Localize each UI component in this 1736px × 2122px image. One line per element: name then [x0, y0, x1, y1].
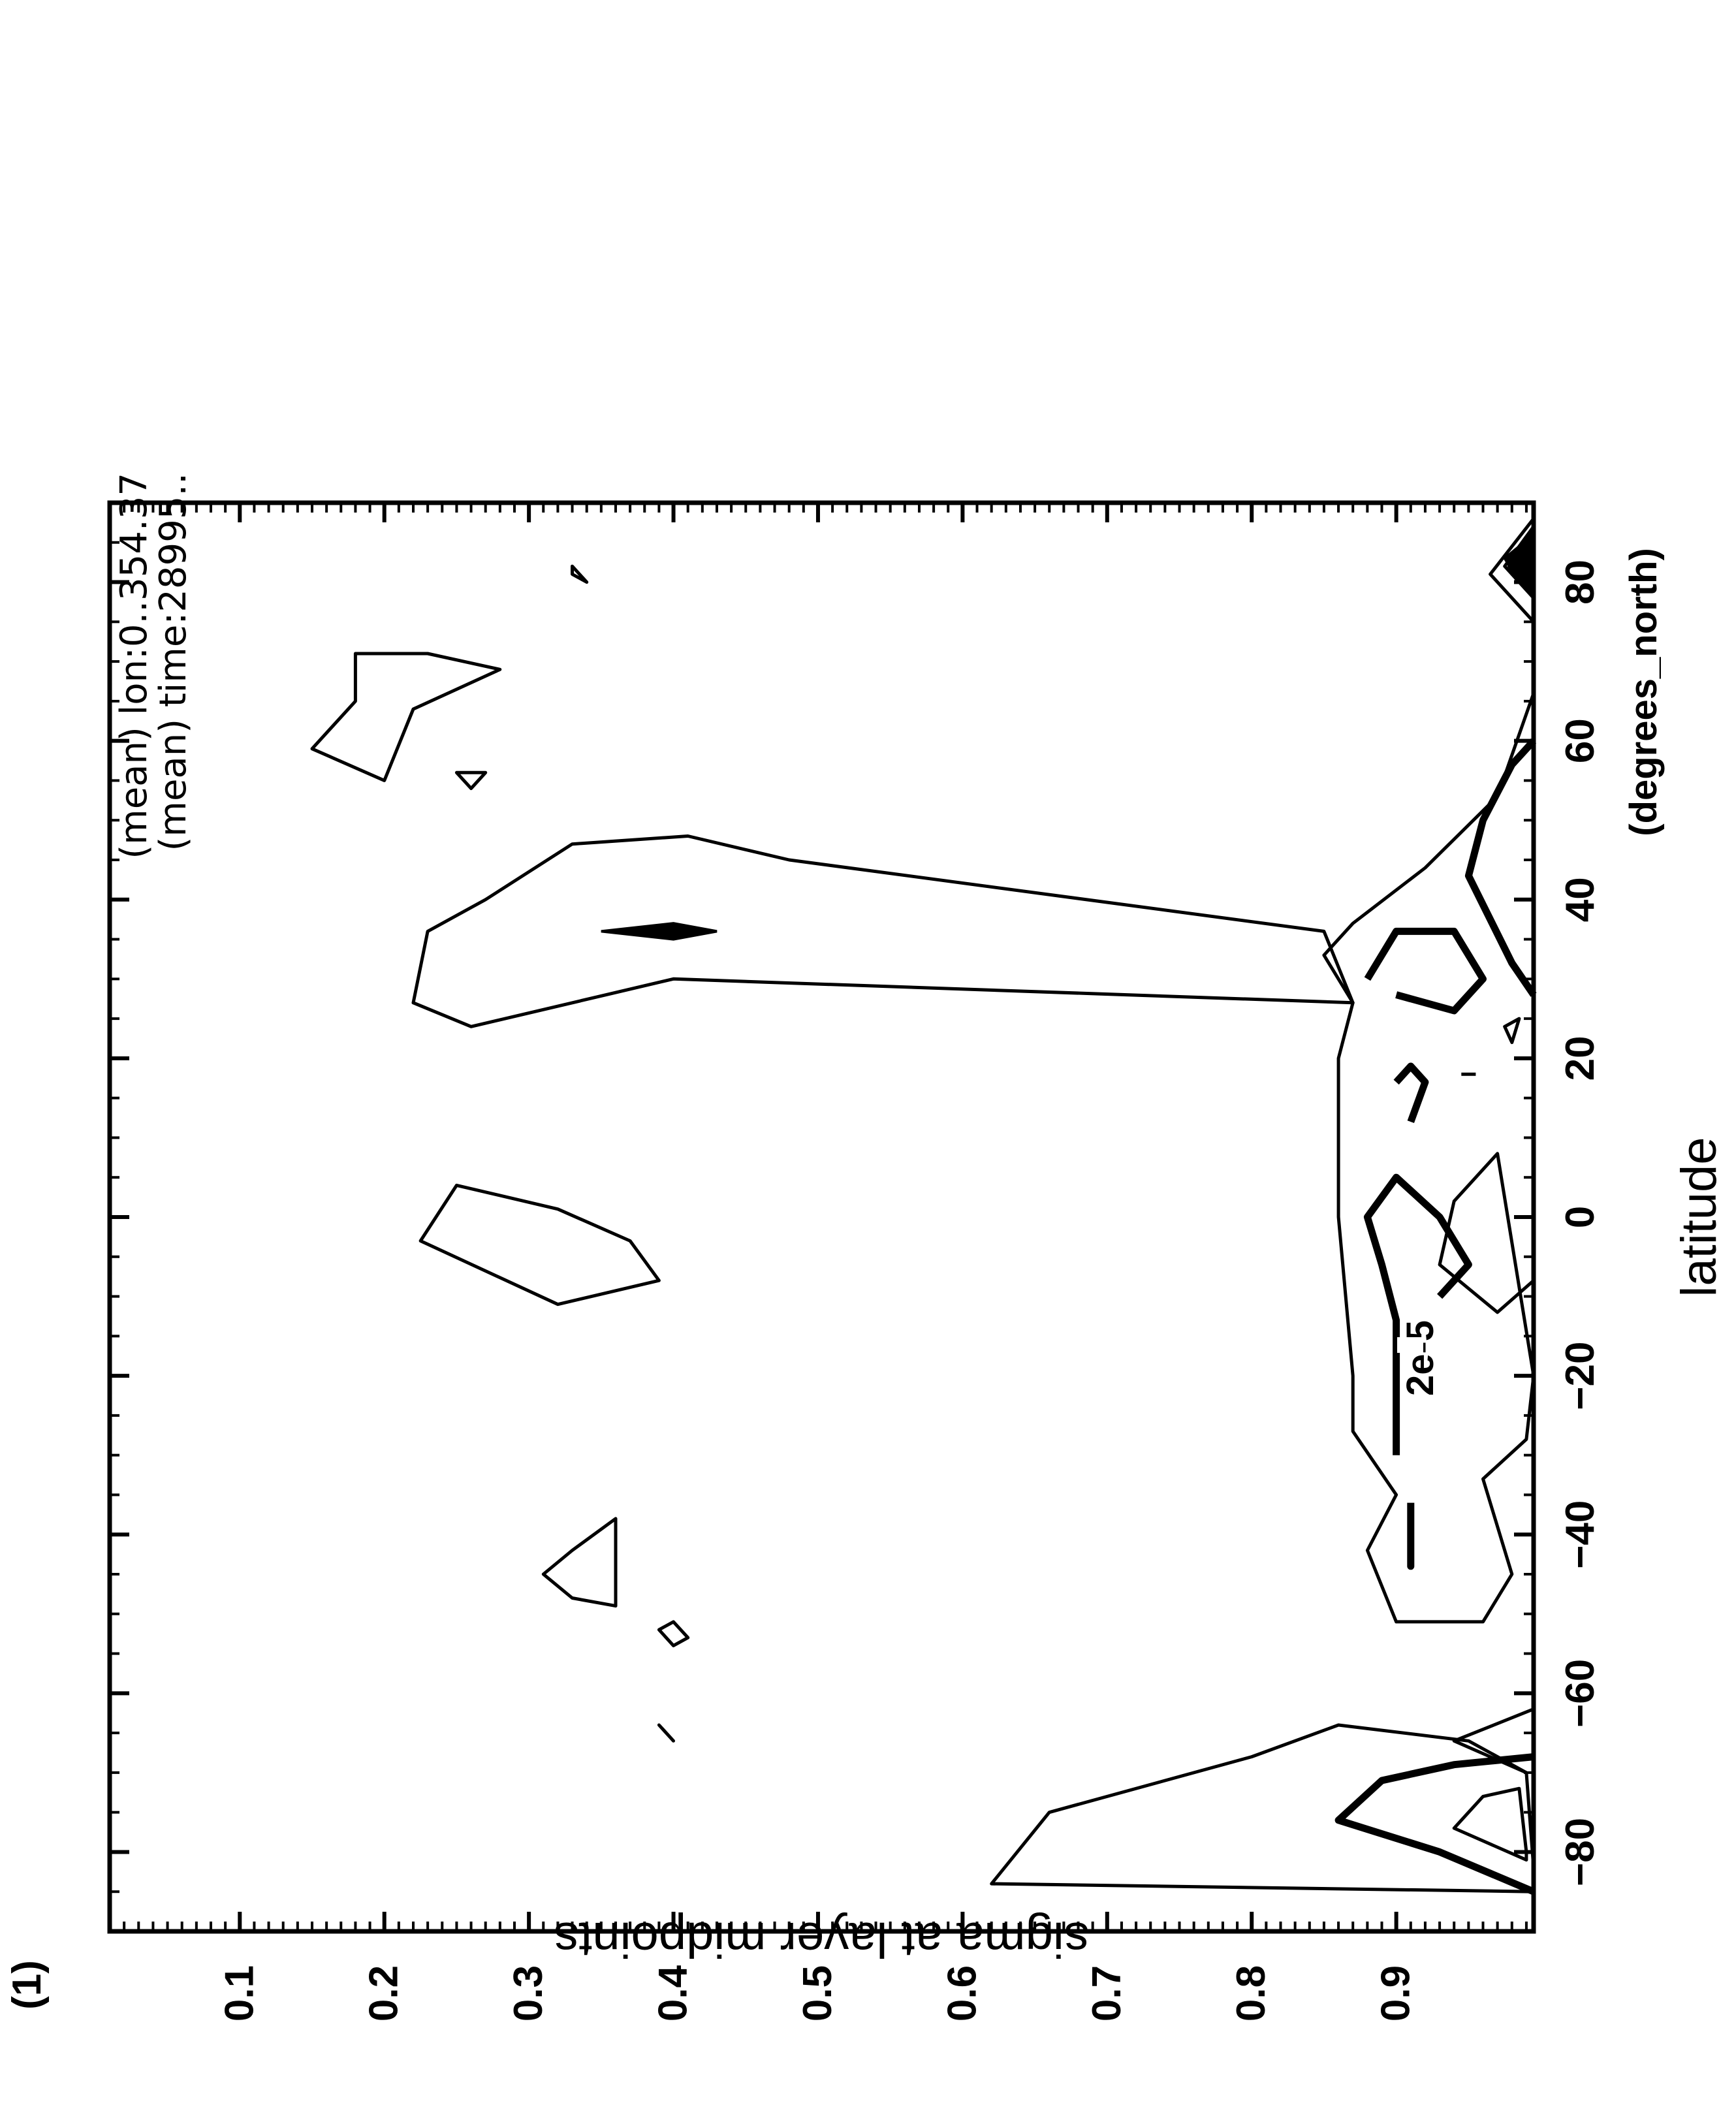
x-tick-label: 40 — [1558, 877, 1603, 922]
contour-line — [541, 1517, 618, 1608]
contour-lines — [310, 517, 1537, 1895]
contour-line — [657, 1723, 675, 1743]
contour-line-bold — [1364, 927, 1487, 1015]
contour-line — [1334, 1753, 1536, 1895]
contour-line — [418, 1183, 661, 1306]
header-line-1: (mean) lon:0..354.37 — [113, 473, 155, 859]
y-tick-label: 0.3 — [506, 1965, 551, 2021]
contour-line — [1322, 691, 1536, 1624]
x-tick-labels: −80 −60 −40 −20 0 20 40 60 80 — [1558, 560, 1603, 1886]
x-tick-label: 0 — [1558, 1206, 1603, 1228]
contour-line-bold — [1393, 1062, 1429, 1123]
y-tick-label: 0.1 — [217, 1965, 262, 2021]
x-axis-unit: (degrees_north) — [1622, 548, 1665, 836]
y-tick-label: 0.4 — [651, 1965, 696, 2021]
contour-line — [990, 1723, 1536, 1893]
panel-label: (1) — [5, 1960, 50, 2010]
contour-line — [454, 770, 488, 791]
x-tick-label: −20 — [1558, 1342, 1603, 1410]
y-tick-label: 0.2 — [362, 1965, 407, 2021]
polar-contour — [1489, 517, 1535, 623]
y-tick-label: 0.8 — [1229, 1965, 1274, 2021]
contour-line — [657, 1620, 690, 1647]
contour-line — [571, 564, 589, 584]
x-tick-label: 20 — [1558, 1036, 1603, 1081]
contour-line — [1452, 1786, 1528, 1862]
jet-core-marker — [601, 922, 718, 941]
x-tick-label: 80 — [1558, 560, 1603, 605]
y-tick-label: 0.5 — [795, 1965, 840, 2021]
contour-line — [310, 652, 502, 782]
y-axis-title: sigma at layer midpoints — [554, 1912, 1088, 1967]
y-tick-label: 0.6 — [939, 1965, 985, 2021]
plot-frame — [107, 500, 1536, 1934]
y-tick-labels: 0.1 0.2 0.3 0.4 0.5 0.6 0.7 0.8 0.9 — [217, 1965, 1418, 2021]
contour-line — [411, 834, 1355, 1028]
x-tick-label: −80 — [1558, 1818, 1603, 1886]
contour-line-bold — [1363, 1173, 1472, 1455]
x-tick-label: −60 — [1558, 1659, 1603, 1728]
axis-ticks — [108, 501, 1534, 1933]
polar-filled-region — [1503, 531, 1535, 593]
contour-label: 2e-5 — [1399, 1320, 1442, 1396]
y-tick-label: 0.7 — [1084, 1965, 1129, 2021]
contour-line — [1503, 1017, 1521, 1045]
x-axis-title: latitude — [1671, 1137, 1727, 1297]
y-tick-label: 0.9 — [1374, 1965, 1419, 2021]
contour-line-bold — [1464, 738, 1537, 997]
contour-label-gap — [1397, 1337, 1423, 1353]
header-line-2: (mean) time:28995.. — [152, 473, 195, 851]
x-tick-label: 60 — [1558, 718, 1603, 763]
x-tick-label: −40 — [1558, 1500, 1603, 1569]
